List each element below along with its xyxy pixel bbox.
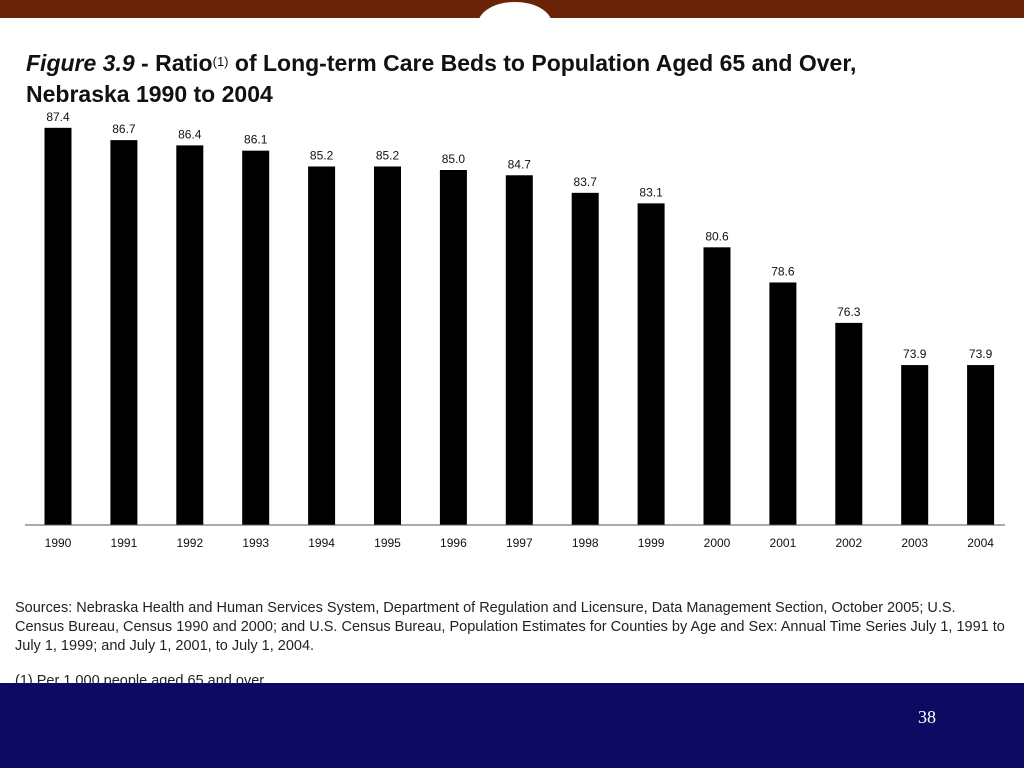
x-tick-1997: 1997 (506, 536, 533, 550)
value-label-2001: 78.6 (771, 264, 795, 278)
x-tick-labels-group: 1990 1991 1992 1993 1994 1995 1996 1997 1998 1999… (45, 536, 995, 550)
value-label-1991: 86.7 (112, 122, 136, 136)
bar-1992 (176, 145, 204, 525)
x-tick-1996: 1996 (440, 536, 467, 550)
value-label-1993: 86.1 (244, 133, 268, 147)
bars-group (44, 127, 995, 526)
bottom-band: 38 (0, 683, 1024, 768)
value-label-1997: 84.7 (508, 157, 532, 171)
bar-1994 (308, 166, 336, 526)
slide-number: 38 (918, 707, 936, 727)
value-label-1992: 86.4 (178, 127, 202, 141)
bar-1996 (439, 169, 467, 526)
bar-chart: 87.4 86.7 86.4 86.1 85.2 85.2 85.0 84.7 83.7 83.1… (25, 110, 1005, 550)
chart-title: Figure 3.9 - Ratio(1) of Long-term Care … (26, 48, 856, 110)
value-label-2003: 73.9 (903, 347, 927, 361)
bar-2004 (967, 365, 995, 525)
x-tick-1992: 1992 (176, 536, 203, 550)
bar-2000 (703, 247, 731, 525)
x-tick-1994: 1994 (308, 536, 335, 550)
value-label-1990: 87.4 (46, 110, 70, 124)
bar-2003 (901, 365, 929, 525)
title-ratio: - Ratio (134, 50, 213, 76)
title-line-2: Nebraska 1990 to 2004 (26, 81, 273, 107)
title-rest: of Long-term Care Beds to Population Age… (228, 50, 857, 76)
bar-1997 (505, 175, 533, 526)
value-label-1996: 85.0 (442, 152, 466, 166)
bar-1999 (637, 203, 665, 525)
value-label-2004: 73.9 (969, 347, 993, 361)
x-tick-2003: 2003 (901, 536, 928, 550)
x-tick-1993: 1993 (242, 536, 269, 550)
bar-1991 (110, 140, 138, 525)
bar-1998 (571, 192, 599, 525)
x-tick-1991: 1991 (111, 536, 138, 550)
bar-2002 (835, 322, 863, 525)
x-tick-2002: 2002 (835, 536, 862, 550)
x-tick-2004: 2004 (967, 536, 994, 550)
value-label-1998: 83.7 (574, 175, 598, 189)
x-tick-1999: 1999 (638, 536, 665, 550)
figure-number: Figure 3.9 (26, 50, 135, 76)
x-tick-1995: 1995 (374, 536, 401, 550)
value-label-2002: 76.3 (837, 305, 861, 319)
x-tick-2001: 2001 (770, 536, 797, 550)
value-label-1994: 85.2 (310, 148, 334, 162)
bar-1993 (242, 150, 270, 526)
slide-content: Figure 3.9 - Ratio(1) of Long-term Care … (0, 18, 1024, 689)
bar-1990 (44, 127, 72, 526)
x-tick-1998: 1998 (572, 536, 599, 550)
title-footnote-mark: (1) (212, 54, 229, 69)
value-label-1995: 85.2 (376, 148, 400, 162)
sources-text: Sources: Nebraska Health and Human Servi… (15, 600, 1005, 654)
value-labels-group: 87.4 86.7 86.4 86.1 85.2 85.2 85.0 84.7 83.7 83.1… (46, 110, 992, 361)
x-tick-2000: 2000 (704, 536, 731, 550)
bar-1995 (374, 166, 401, 526)
x-tick-1990: 1990 (45, 536, 72, 550)
value-label-1999: 83.1 (639, 185, 663, 199)
bar-2001 (769, 282, 797, 525)
value-label-2000: 80.6 (705, 229, 729, 243)
